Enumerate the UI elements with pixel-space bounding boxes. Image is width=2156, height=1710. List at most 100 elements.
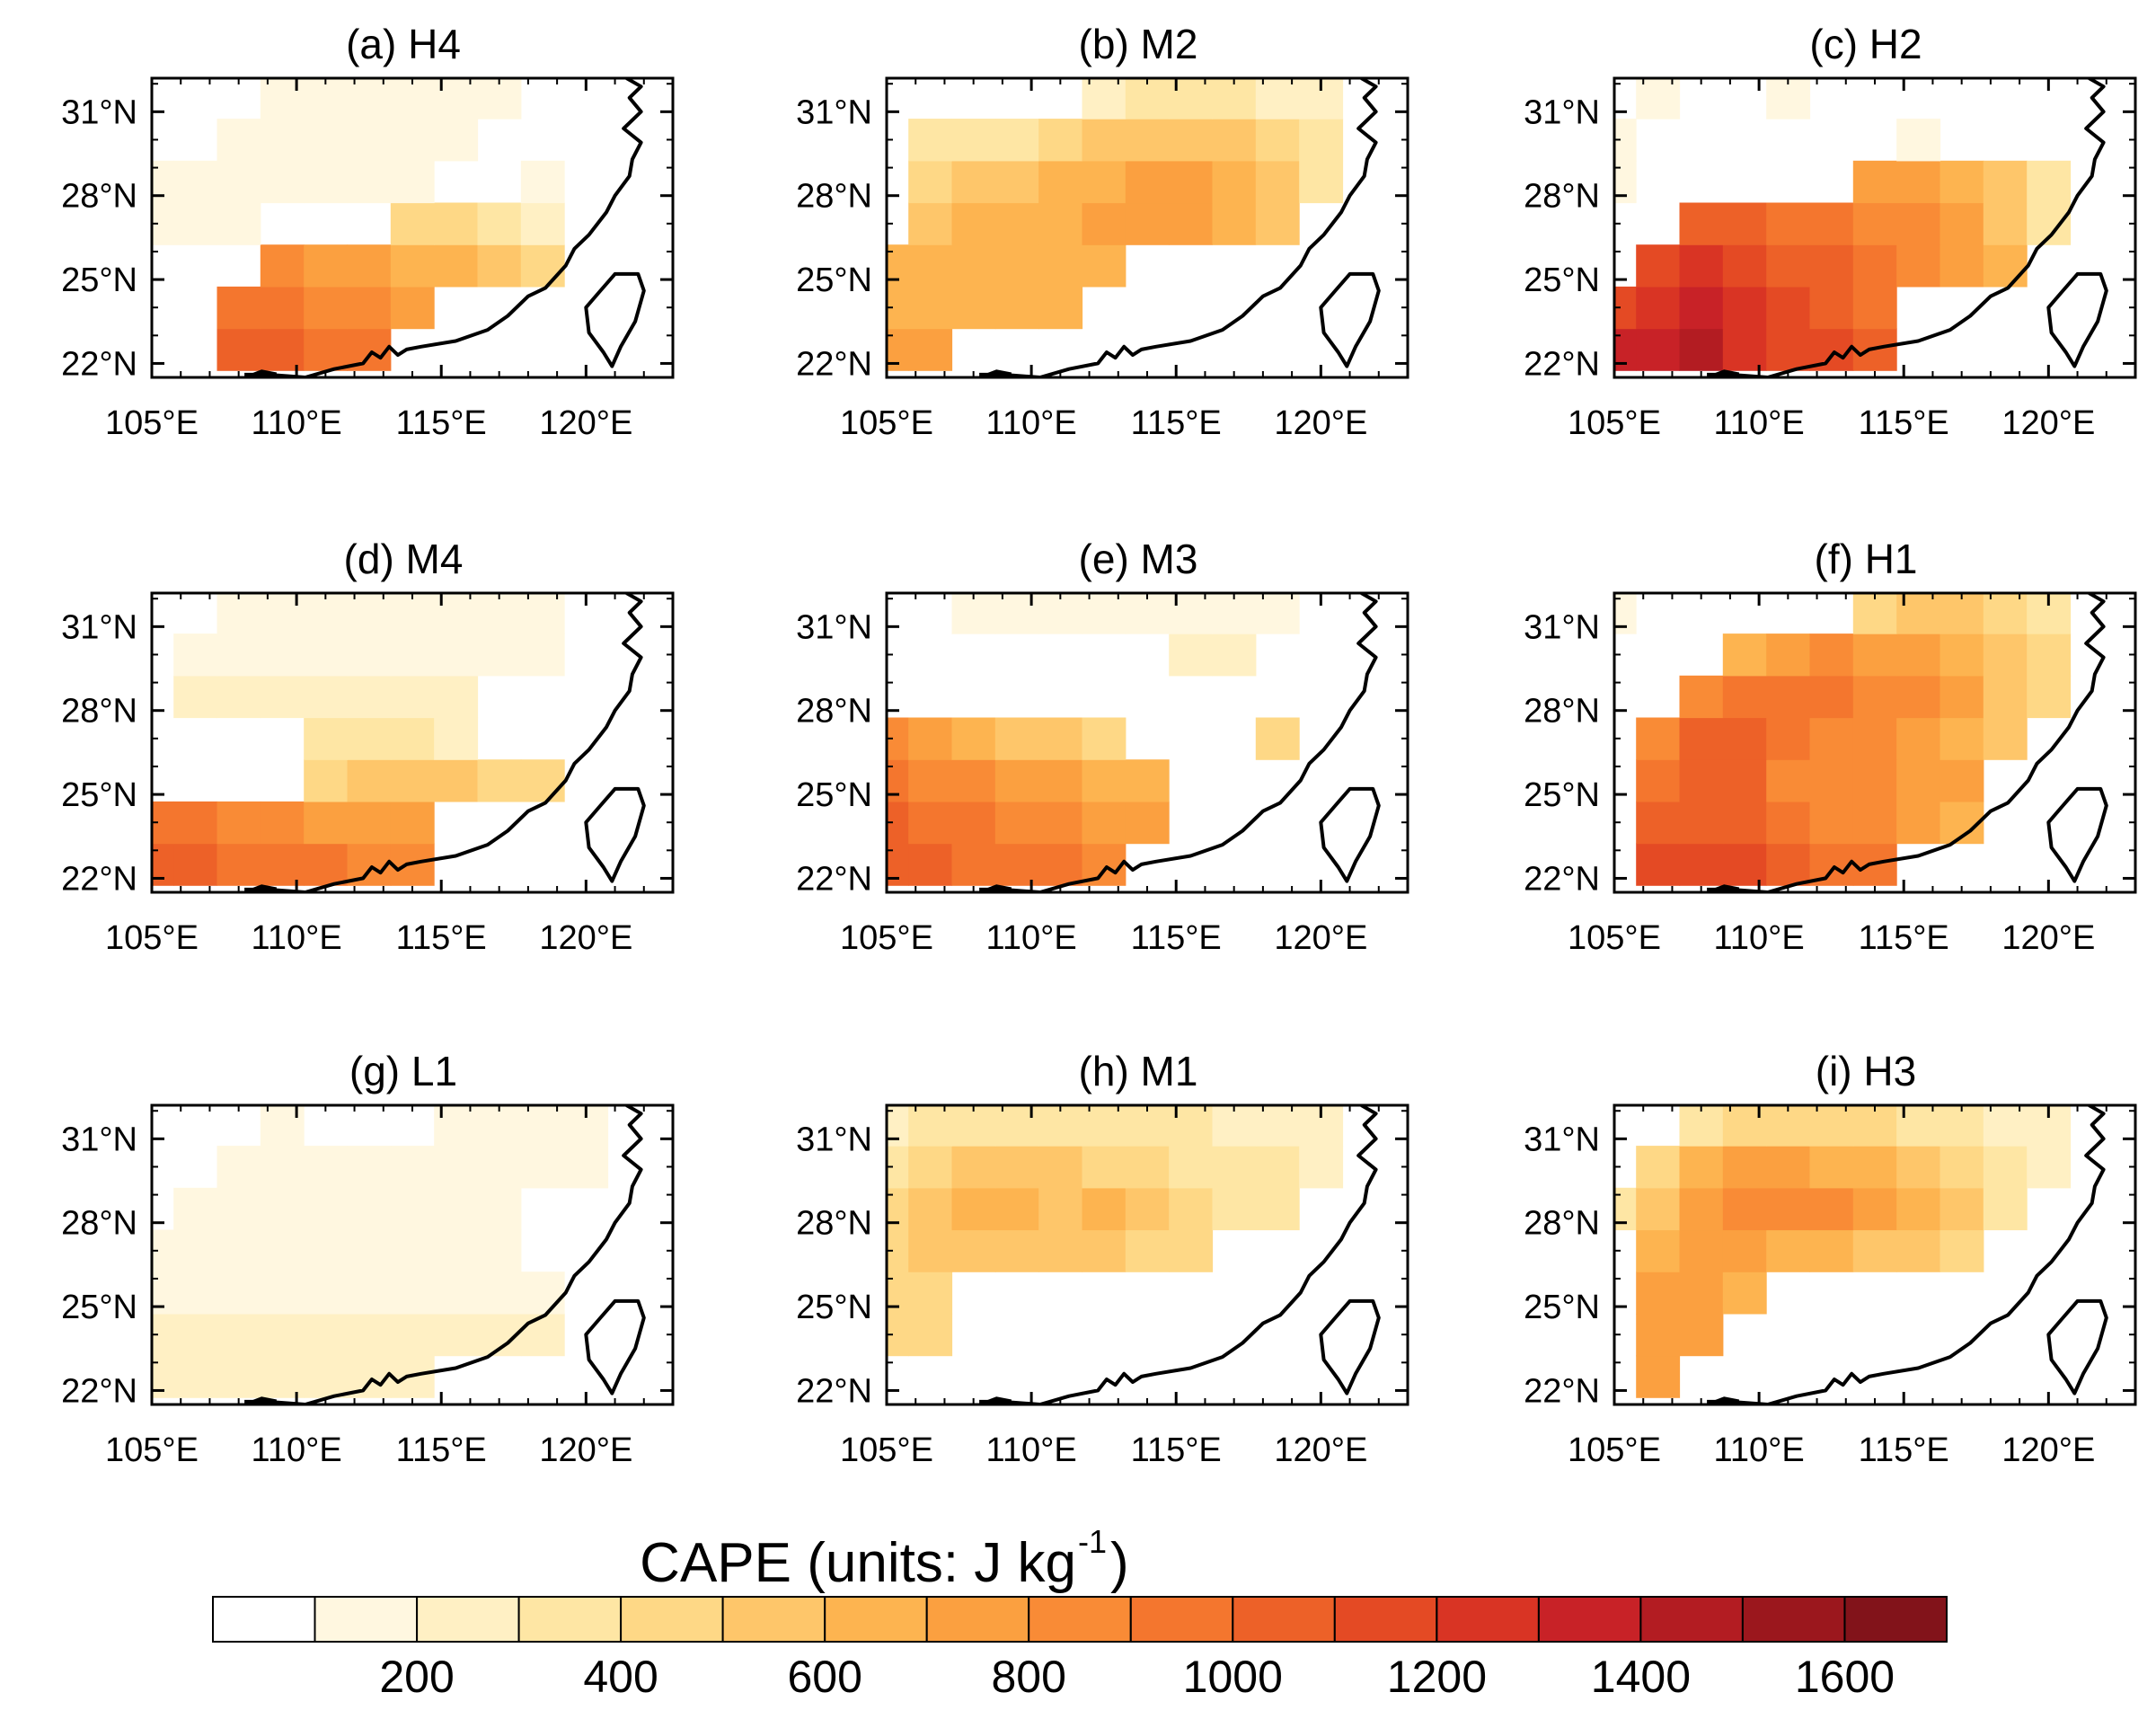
cape-cell: [1940, 1105, 1984, 1147]
cape-cell: [477, 633, 522, 677]
x-tick-label: 105°E: [105, 404, 199, 442]
cape-cell: [434, 633, 479, 677]
cape-cell: [1983, 593, 2028, 634]
cape-cell: [347, 1271, 392, 1315]
cape-cell: [951, 160, 996, 204]
cape-cell: [1636, 759, 1681, 802]
cape-cell: [1679, 801, 1724, 845]
panel-title: (c) H2: [1809, 21, 1922, 67]
colorbar-title: CAPE (units: J kg: [640, 1532, 1076, 1594]
colorbar-title-superscript: -1: [1078, 1523, 1107, 1560]
cape-cell: [216, 160, 261, 204]
cape-cell: [1082, 1229, 1127, 1272]
minor-ticks: [152, 78, 674, 377]
colorbar-swatch: [925, 1596, 1030, 1643]
cape-cell: [1766, 1229, 1811, 1272]
x-tick-label: 110°E: [986, 404, 1077, 442]
cape-cell: [994, 717, 1039, 760]
coastline: [1707, 593, 2106, 892]
cape-cell: [390, 160, 435, 204]
cape-cell: [304, 593, 349, 634]
cape-cell: [1038, 244, 1083, 288]
hainan-outline: [246, 884, 278, 892]
cape-cell: [304, 1313, 349, 1357]
cape-cell: [1255, 78, 1300, 120]
cape-cell: [520, 633, 565, 677]
cape-cell: [1852, 1105, 1897, 1147]
cape-cell: [477, 1146, 522, 1189]
minor-ticks: [887, 1105, 1409, 1404]
cape-cell: [2027, 633, 2072, 677]
colorbar-swatch: [212, 1596, 316, 1643]
y-tick-label: 28°N: [1524, 1205, 1600, 1243]
cape-cell: [951, 1187, 996, 1231]
map-panel: (a) H4 105°E 110°E 115°E 120°E 22°N 25°N 28°N 31…: [61, 21, 675, 442]
colorbar-tick-label: 200: [379, 1652, 454, 1702]
cape-cell: [1169, 1146, 1214, 1189]
cape-cell: [260, 633, 305, 677]
cape-cell: [1983, 717, 2028, 760]
panel-title: (b) M2: [1079, 21, 1198, 67]
y-tick-label: 25°N: [1524, 1289, 1600, 1326]
cape-cell: [477, 1187, 522, 1231]
cape-cell: [390, 119, 435, 162]
minor-ticks: [1614, 1105, 2136, 1404]
cape-cell: [477, 759, 522, 802]
cape-cell: [1038, 286, 1083, 330]
cape-cell: [908, 1105, 953, 1147]
minor-ticks: [887, 78, 1409, 377]
cape-cell: [347, 1146, 392, 1189]
cape-cell: [994, 1146, 1039, 1189]
cape-cell: [304, 160, 349, 204]
cape-cell: [304, 1271, 349, 1315]
cape-cell: [173, 1229, 218, 1272]
y-tick-label: 22°N: [61, 1372, 137, 1410]
x-tick-label: 110°E: [252, 919, 342, 957]
cape-cell: [1212, 633, 1257, 677]
colorbar-swatch: [620, 1596, 724, 1643]
cape-cell: [216, 1313, 261, 1357]
taiwan-outline: [584, 271, 646, 368]
cape-cell: [216, 1146, 261, 1189]
colorbar-swatch: [1333, 1596, 1438, 1643]
cape-cell: [520, 1271, 565, 1315]
cape-cell: [1082, 759, 1127, 802]
cape-cell: [1679, 1105, 1724, 1147]
cape-cell: [1082, 160, 1127, 204]
cape-cell: [1722, 1146, 1767, 1189]
y-tick-label: 28°N: [1524, 178, 1600, 216]
colorbar-swatch: [824, 1596, 928, 1643]
cape-cell: [260, 1313, 305, 1357]
cape-cell: [1125, 593, 1170, 634]
cape-cell: [1636, 1187, 1681, 1231]
cape-cell: [390, 286, 435, 330]
taiwan-outline: [2046, 1298, 2108, 1395]
colorbar: 200 400 600 800 1000 1200 1400 1600: [212, 1596, 1948, 1702]
cape-cell: [1038, 160, 1083, 204]
panel-title: (i) H3: [1816, 1048, 1916, 1094]
x-tick-label: 105°E: [840, 404, 933, 442]
colorbar-tick-label: 800: [991, 1652, 1065, 1702]
cape-cell: [1169, 633, 1214, 677]
cape-cell: [1983, 1187, 2028, 1231]
cape-cell: [173, 843, 218, 886]
x-tick-label: 115°E: [396, 404, 487, 442]
x-tick-label: 115°E: [1131, 404, 1222, 442]
cape-cell: [1212, 78, 1257, 120]
cape-cell: [1722, 801, 1767, 845]
cape-cell: [1766, 717, 1811, 760]
cape-cell: [1255, 160, 1300, 204]
taiwan-outline: [1319, 1298, 1381, 1395]
cape-cell: [390, 1313, 435, 1357]
cape-cell: [260, 1229, 305, 1272]
cape-cell: [347, 759, 392, 802]
cape-cell: [347, 244, 392, 288]
cape-cell: [1125, 78, 1170, 120]
hainan-outline: [1709, 1396, 1740, 1404]
y-tick-label: 22°N: [1524, 860, 1600, 898]
coastline: [979, 1105, 1378, 1404]
cape-cell: [1299, 119, 1344, 162]
cape-cell: [1896, 160, 1941, 204]
cape-cell: [434, 119, 479, 162]
cape-cell: [1679, 286, 1724, 330]
